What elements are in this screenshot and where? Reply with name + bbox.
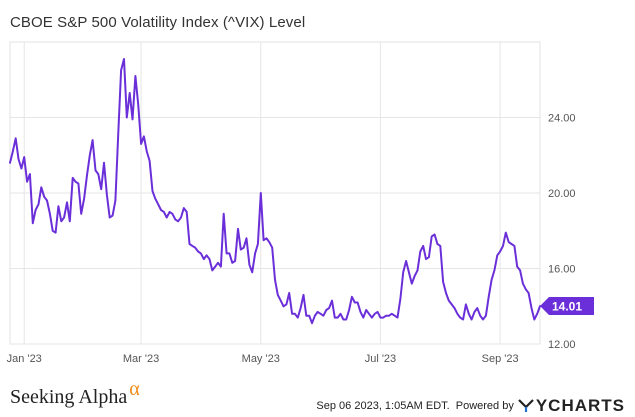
ycharts-logo[interactable]: YCHARTS bbox=[518, 396, 625, 416]
last-value-label: 14.01 bbox=[552, 300, 582, 314]
last-value-tag: 14.01 bbox=[540, 297, 594, 316]
chart-footer: Sep 06 2023, 1:05AM EDT. Powered by YCHA… bbox=[316, 396, 625, 416]
seeking-alpha-logo[interactable]: Seeking Alpha α bbox=[10, 378, 140, 409]
series-line bbox=[9, 58, 541, 325]
seeking-alpha-wordmark: Seeking Alpha bbox=[10, 386, 128, 408]
chart-timestamp: Sep 06 2023, 1:05AM EDT. bbox=[316, 400, 450, 412]
last-value-badge bbox=[540, 297, 594, 316]
x-tick-label: Mar '23 bbox=[123, 353, 159, 365]
x-tick-label: Jul '23 bbox=[365, 353, 396, 365]
ycharts-icon bbox=[518, 399, 534, 412]
y-tick-label: 20.00 bbox=[548, 188, 576, 200]
y-tick-label: 16.00 bbox=[548, 264, 576, 276]
x-tick-label: May '23 bbox=[242, 353, 280, 365]
ycharts-wordmark: YCHARTS bbox=[535, 396, 625, 415]
y-tick-label: 12.00 bbox=[548, 339, 576, 351]
x-tick-label: Jan '23 bbox=[7, 353, 42, 365]
alpha-icon: α bbox=[129, 378, 140, 400]
y-tick-label: 24.00 bbox=[548, 113, 576, 125]
powered-by-label: Powered by bbox=[455, 400, 514, 412]
chart-title: CBOE S&P 500 Volatility Index (^VIX) Lev… bbox=[10, 14, 306, 31]
x-tick-label: Sep '23 bbox=[482, 353, 519, 365]
